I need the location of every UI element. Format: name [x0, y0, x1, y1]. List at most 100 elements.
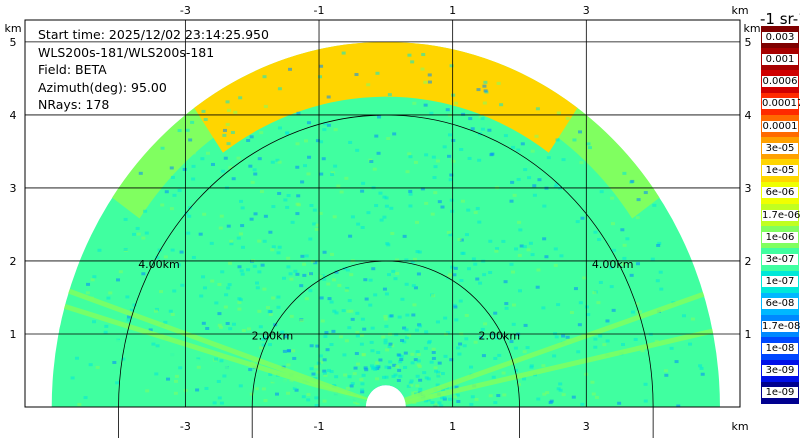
- speckle: [561, 158, 566, 162]
- range-ring-label: 2.00km: [252, 329, 294, 342]
- speckle: [369, 159, 374, 163]
- speckle: [404, 282, 409, 286]
- speckle: [136, 232, 141, 236]
- speckle: [437, 401, 442, 405]
- speckle: [456, 399, 461, 403]
- speckle: [216, 379, 221, 383]
- colorbar-label: 3e-09: [762, 365, 798, 377]
- speckle: [382, 375, 387, 379]
- speckle: [170, 248, 175, 252]
- speckle: [288, 67, 293, 71]
- speckle: [354, 73, 359, 77]
- speckle: [635, 302, 640, 306]
- speckle: [664, 373, 669, 377]
- range-rings: 2.00km 2.00km 4.00km 4.00km: [118, 114, 654, 438]
- speckle: [663, 369, 668, 373]
- speckle: [376, 151, 381, 155]
- speckle: [267, 343, 272, 347]
- speckle: [530, 253, 535, 257]
- speckle: [263, 104, 268, 108]
- speckle: [201, 109, 206, 113]
- colorbar-label: 1e-06: [762, 231, 798, 243]
- speckle: [456, 346, 461, 350]
- speckle: [148, 328, 153, 332]
- speckle: [451, 93, 456, 97]
- speckle: [384, 365, 389, 369]
- speckle: [559, 254, 564, 258]
- speckle: [523, 168, 528, 172]
- speckle: [292, 356, 297, 360]
- speckle: [85, 291, 90, 295]
- speckle: [301, 395, 306, 399]
- speckle: [478, 281, 483, 285]
- speckle: [250, 259, 255, 263]
- speckle: [430, 212, 435, 216]
- speckle: [286, 391, 291, 395]
- speckle: [597, 238, 602, 242]
- colorbar-label: 1.7e-06: [762, 209, 800, 221]
- speckle: [518, 228, 523, 232]
- speckle: [293, 269, 298, 273]
- speckle: [676, 404, 681, 407]
- speckle: [404, 336, 409, 340]
- speckle: [412, 303, 417, 307]
- speckle: [440, 396, 445, 400]
- speckle: [395, 365, 400, 369]
- colorbar-label: 6e-08: [762, 298, 798, 310]
- speckle: [466, 208, 471, 212]
- speckle: [287, 349, 292, 353]
- speckle: [126, 315, 131, 319]
- speckle: [542, 392, 547, 396]
- speckle: [169, 207, 174, 211]
- speckle: [309, 203, 314, 207]
- speckle: [364, 297, 369, 301]
- speckle: [622, 171, 627, 175]
- speckle: [517, 289, 522, 293]
- speckle: [312, 208, 317, 212]
- speckle: [121, 357, 126, 361]
- speckle: [360, 317, 365, 321]
- speckle: [322, 250, 327, 254]
- speckle: [656, 243, 661, 247]
- speckle: [426, 377, 431, 381]
- speckle: [650, 257, 655, 261]
- speckle: [238, 232, 243, 236]
- speckle: [427, 80, 432, 84]
- speckle: [315, 139, 320, 143]
- speckle: [282, 349, 287, 353]
- speckle: [424, 376, 429, 380]
- colorbar-label: 3e-07: [762, 253, 798, 265]
- speckle: [447, 274, 452, 278]
- speckle: [433, 165, 438, 169]
- speckle: [141, 272, 146, 276]
- speckle: [123, 217, 128, 221]
- colorbar-label: 1e-09: [762, 387, 798, 399]
- speckle: [322, 128, 327, 132]
- speckle: [228, 166, 233, 170]
- speckle: [409, 383, 414, 387]
- speckle: [415, 220, 420, 224]
- speckle: [446, 230, 451, 234]
- field-text: Field: BETA: [38, 62, 107, 78]
- speckle: [593, 230, 598, 234]
- speckle: [371, 367, 376, 371]
- speckle: [97, 248, 102, 252]
- speckle: [319, 64, 324, 68]
- speckle: [186, 231, 191, 235]
- speckle: [225, 123, 230, 127]
- speckle: [295, 272, 300, 276]
- speckle: [622, 256, 627, 260]
- speckle: [332, 309, 337, 313]
- speckle: [323, 122, 328, 126]
- speckle: [386, 243, 391, 247]
- speckle: [417, 250, 422, 254]
- speckle: [263, 214, 268, 218]
- speckle: [145, 389, 150, 393]
- speckle: [448, 273, 453, 277]
- origin-marker: [377, 398, 394, 407]
- speckle: [209, 241, 214, 245]
- colorbar-label: 0.0006: [762, 76, 798, 88]
- instrument-text: WLS200s-181/WLS200s-181: [38, 44, 215, 60]
- speckle: [160, 146, 165, 150]
- speckle: [572, 138, 577, 142]
